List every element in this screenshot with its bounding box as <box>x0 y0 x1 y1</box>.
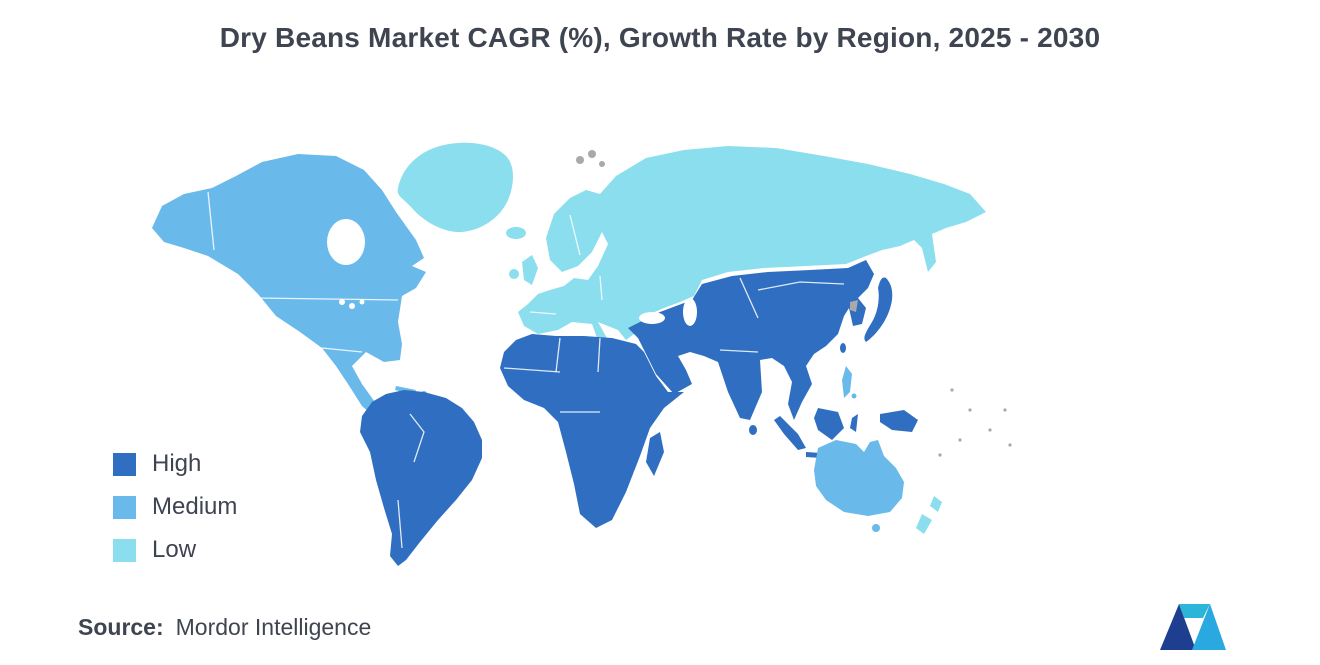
region-madagascar <box>646 432 664 476</box>
region-sumatra <box>774 416 806 450</box>
region-tasmania <box>872 524 880 532</box>
region-svalbard <box>599 161 605 167</box>
region-svalbard <box>588 150 596 158</box>
region-africa <box>500 334 684 528</box>
region-philippines <box>842 366 852 398</box>
legend-swatch-low <box>113 538 136 562</box>
region-europe-russia <box>518 146 986 346</box>
legend-label-medium: Medium <box>152 493 238 520</box>
region-svalbard <box>576 156 584 164</box>
logo-right-peak <box>1192 604 1226 650</box>
region-ireland <box>509 269 519 279</box>
logo-left-peak <box>1160 604 1196 650</box>
legend-item-low: Low <box>113 536 237 564</box>
region-philippines <box>851 393 857 399</box>
region-new-zealand <box>916 514 932 534</box>
black-sea <box>639 312 665 324</box>
pacific-islands <box>938 388 1012 457</box>
region-australia <box>814 440 904 516</box>
chart-title: Dry Beans Market CAGR (%), Growth Rate b… <box>219 22 1101 53</box>
legend-label-low: Low <box>152 536 197 563</box>
region-iceland <box>506 227 526 239</box>
great-lakes <box>339 299 345 305</box>
source-line: Source: Mordor Intelligence <box>78 614 371 641</box>
caspian-sea <box>683 298 697 326</box>
legend-item-medium: Medium <box>113 493 237 521</box>
great-lakes <box>349 303 355 309</box>
source-label: Source: <box>78 614 164 640</box>
region-sulawesi <box>850 414 858 432</box>
region-south-america <box>360 390 482 566</box>
hudson-bay <box>327 219 365 265</box>
region-greenland <box>397 142 513 233</box>
region-asia-middle-east <box>628 260 874 420</box>
mordor-intelligence-logo <box>1156 598 1230 652</box>
legend-label-high: High <box>152 450 202 477</box>
legend-swatch-medium <box>113 495 136 519</box>
logo-top-band <box>1179 604 1210 618</box>
country-borders <box>207 191 845 549</box>
region-new-guinea <box>880 410 918 432</box>
region-sri-lanka <box>749 425 757 435</box>
legend-item-high: High <box>113 450 237 478</box>
region-borneo <box>814 408 844 440</box>
region-united-kingdom <box>522 255 538 285</box>
source-text: Mordor Intelligence <box>175 614 372 640</box>
region-new-zealand <box>930 496 942 512</box>
region-north-korea <box>850 300 858 312</box>
region-japan <box>864 277 893 342</box>
region-north-america <box>152 154 426 422</box>
great-lakes <box>359 299 365 305</box>
legend: High Medium Low <box>113 450 237 564</box>
legend-swatch-high <box>113 452 136 476</box>
region-taiwan <box>840 343 846 353</box>
